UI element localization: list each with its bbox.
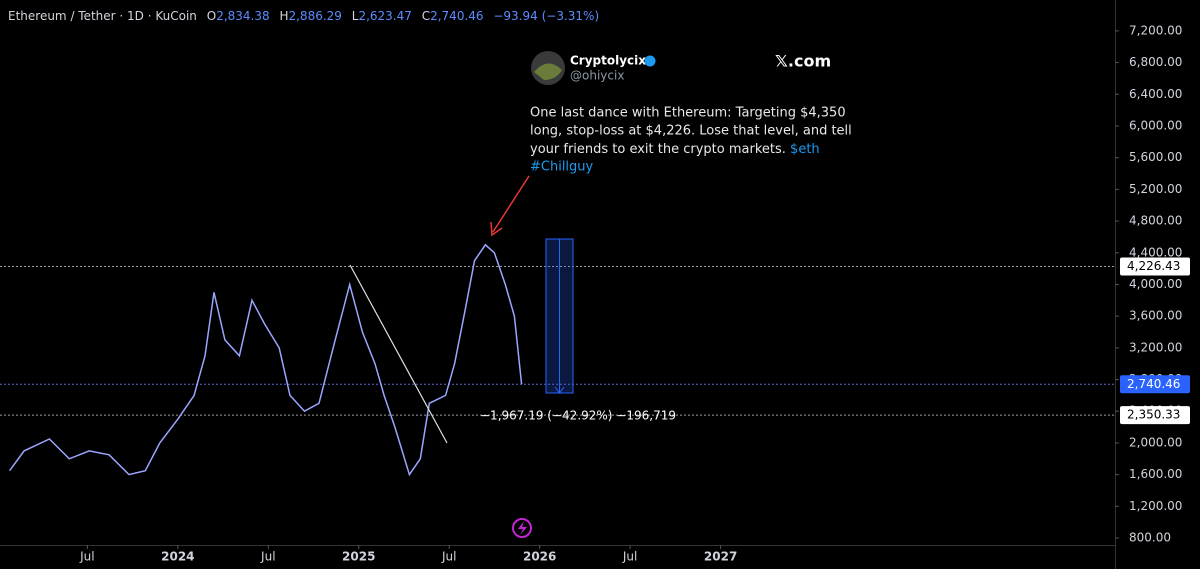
y-tick-label: 6,800.00 <box>1129 55 1182 69</box>
tweet-handle: @ohiycix <box>570 69 624 83</box>
callout-arrow-head <box>490 221 503 237</box>
y-tick-label: 4,000.00 <box>1129 277 1182 291</box>
tweet-source: 𝕏.com <box>775 52 831 71</box>
y-tick-label: 5,600.00 <box>1129 150 1182 164</box>
tweet-tag[interactable]: #Chillguy <box>530 160 594 175</box>
measure-arrow-head <box>554 386 565 394</box>
symbol-title: Ethereum / Tether · 1D · KuCoin <box>8 9 197 23</box>
ohlc-value: 2,834.38 <box>216 9 269 23</box>
x-tick-label: Jul <box>441 550 456 564</box>
ohlc-key: O <box>207 9 216 23</box>
price-label-box <box>1120 375 1190 394</box>
price-line <box>8 243 523 477</box>
measure-label: −1,967.19 (−42.92%) −196,719 <box>480 409 676 423</box>
tweet-line: long, stop-loss at $4,226. Lose that lev… <box>530 124 852 139</box>
callout-arrow <box>492 175 530 233</box>
x-tick-label: Jul <box>622 550 637 564</box>
y-tick-label: 3,600.00 <box>1129 309 1182 323</box>
x-tick-label: 2027 <box>704 550 737 564</box>
x-tick-label: 2024 <box>161 550 194 564</box>
y-tick-label: 6,400.00 <box>1129 87 1182 101</box>
ohlc-key: L <box>352 9 359 23</box>
tweet-text: your friends to exit the crypto markets. <box>530 142 790 157</box>
ohlc-value: 2,623.47 <box>358 9 411 23</box>
tweet-line: your friends to exit the crypto markets.… <box>530 142 820 157</box>
x-tick-label: 2026 <box>523 550 556 564</box>
price-label-box <box>1120 257 1190 276</box>
y-tick-label: 1,200.00 <box>1129 499 1182 513</box>
axes: 800.001,200.001,600.002,000.002,400.002,… <box>79 23 1190 564</box>
change: −93.94 (−3.31%) <box>493 9 599 23</box>
x-tick-label: Jul <box>260 550 275 564</box>
header: Ethereum / Tether · 1D · KuCoin O2,834.3… <box>8 9 599 23</box>
y-tick-label: 2,000.00 <box>1129 435 1182 449</box>
ohlc-value: 2,740.46 <box>430 9 483 23</box>
plot-area <box>0 243 1115 477</box>
y-tick-label: 4,800.00 <box>1129 214 1182 228</box>
y-tick-label: 1,600.00 <box>1129 467 1182 481</box>
x-tick-label: 2025 <box>342 550 375 564</box>
avatar-art <box>534 63 562 80</box>
y-tick-label: 5,200.00 <box>1129 182 1182 196</box>
tweet-tag[interactable]: $eth <box>790 142 820 157</box>
y-tick-label: 4,400.00 <box>1129 245 1182 259</box>
y-tick-label: 7,200.00 <box>1129 23 1182 37</box>
tweet-name: Cryptolycix <box>570 54 646 68</box>
tweet-line: One last dance with Ethereum: Targeting … <box>530 106 846 121</box>
y-tick-label: 3,200.00 <box>1129 340 1182 354</box>
x-tick-label: Jul <box>79 550 94 564</box>
y-tick-label: 6,000.00 <box>1129 118 1182 132</box>
price-label-box <box>1120 406 1190 425</box>
price-label: 2,740.46 <box>1127 377 1180 391</box>
ohlc-key: H <box>279 9 288 23</box>
price-label: 2,350.33 <box>1127 408 1180 422</box>
verified-badge <box>644 55 656 67</box>
price-label: 4,226.43 <box>1127 259 1180 273</box>
ohlc-value: 2,886.29 <box>288 9 341 23</box>
y-tick-label: 800.00 <box>1129 531 1171 545</box>
trend-line <box>349 264 448 444</box>
event-icon-bolt <box>518 521 527 535</box>
ohlc-key: C <box>422 9 430 23</box>
event-icon[interactable] <box>512 518 532 538</box>
